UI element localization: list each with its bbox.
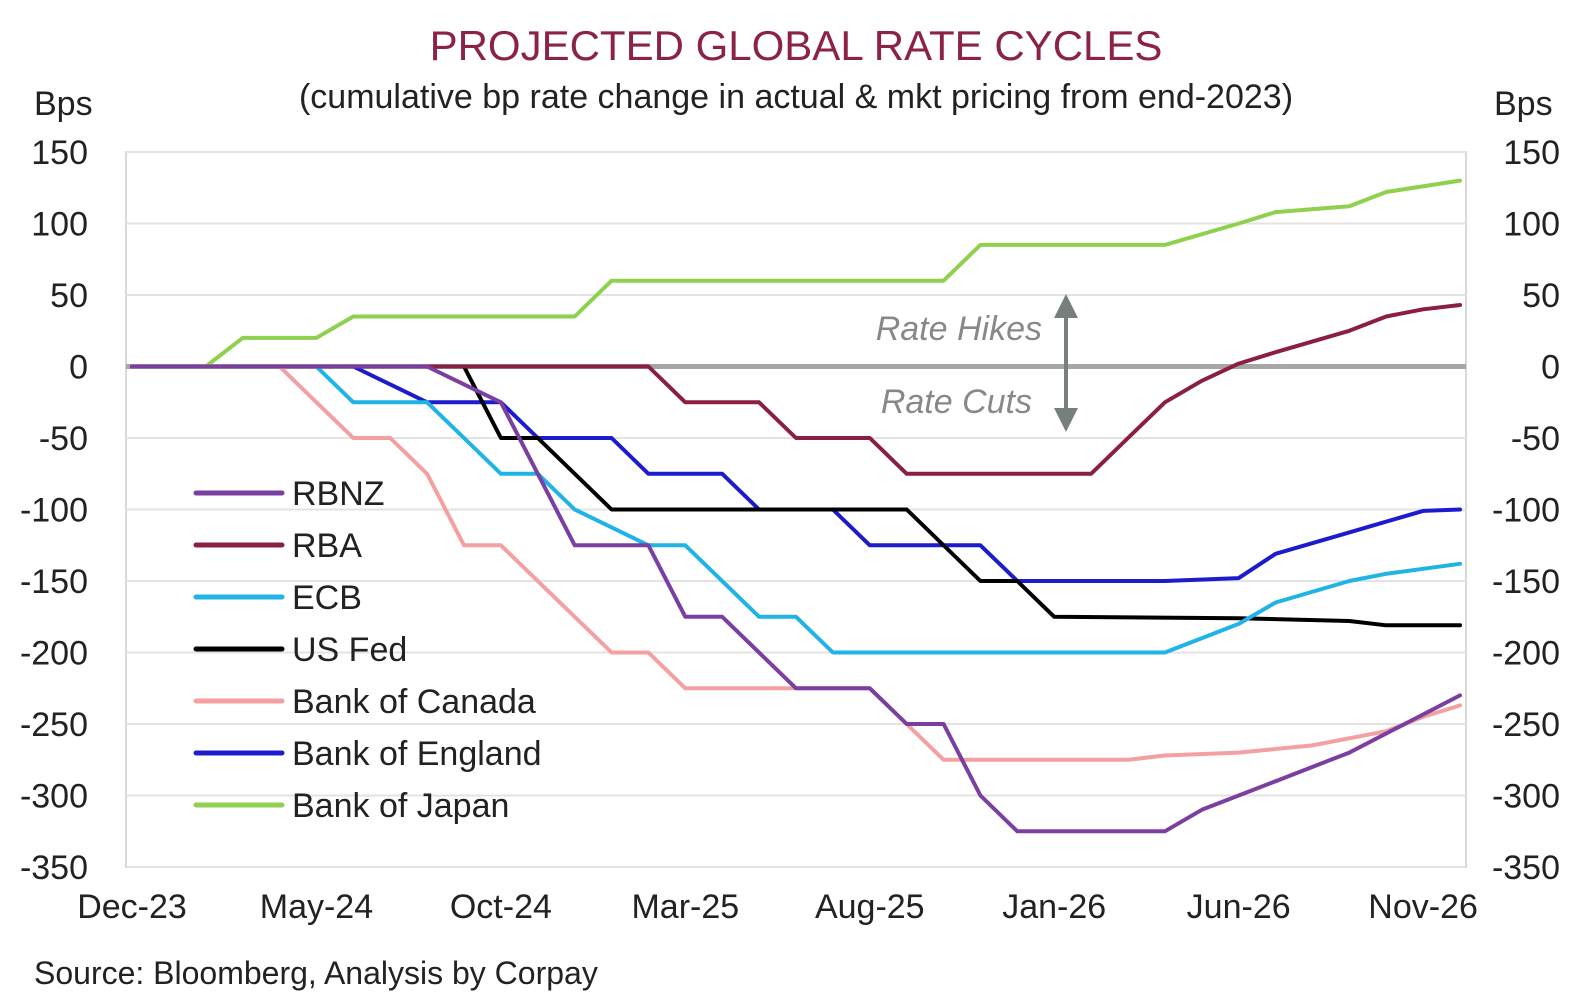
series-line-us-fed xyxy=(130,364,1462,628)
x-tick-label: May-24 xyxy=(260,888,373,926)
y-axis-label-left: Bps xyxy=(34,85,93,123)
annotation-rate-cuts: Rate Cuts xyxy=(881,383,1032,421)
y-tick-right: 150 xyxy=(1503,134,1560,172)
y-tick-right: -300 xyxy=(1492,778,1560,816)
x-tick-label: Aug-25 xyxy=(815,888,925,926)
annotation-rate-hikes: Rate Hikes xyxy=(876,310,1042,348)
y-tick-right: -50 xyxy=(1511,420,1560,458)
y-tick-left: 150 xyxy=(31,134,88,172)
y-tick-left: -50 xyxy=(39,420,88,458)
y-tick-left: 0 xyxy=(69,349,88,387)
chart-title: PROJECTED GLOBAL RATE CYCLES xyxy=(430,22,1163,69)
legend-label-bank-of-canada: Bank of Canada xyxy=(292,683,536,721)
y-tick-right: 0 xyxy=(1541,349,1560,387)
x-tick-label: Oct-24 xyxy=(450,888,552,926)
y-tick-left: 50 xyxy=(50,277,88,315)
legend-label-ecb: ECB xyxy=(292,579,362,617)
x-tick-label: Jan-26 xyxy=(1002,888,1106,926)
y-tick-right: -200 xyxy=(1492,635,1560,673)
legend-label-bank-of-japan: Bank of Japan xyxy=(292,787,509,825)
y-tick-right: -350 xyxy=(1492,849,1560,887)
legend-label-rba: RBA xyxy=(292,527,362,565)
x-tick-label: Jun-26 xyxy=(1187,888,1291,926)
y-tick-right: 50 xyxy=(1522,277,1560,315)
x-tick-label: Dec-23 xyxy=(77,888,187,926)
y-tick-right: -150 xyxy=(1492,563,1560,601)
y-tick-left: -200 xyxy=(20,635,88,673)
series-line-ecb xyxy=(130,364,1462,655)
source-note: Source: Bloomberg, Analysis by Corpay xyxy=(34,955,598,991)
annotations: Rate Hikes Rate Cuts xyxy=(876,294,1078,432)
legend-label-bank-of-england: Bank of England xyxy=(292,735,542,773)
series-line-rba xyxy=(130,303,1462,476)
y-tick-right: 100 xyxy=(1503,206,1560,244)
series-line-bank-of-japan xyxy=(130,178,1462,369)
y-axis-label-right: Bps xyxy=(1494,85,1553,123)
y-tick-left: -250 xyxy=(20,706,88,744)
x-ticks: Dec-23 May-24 Oct-24 Mar-25 Aug-25 Jan-26 Jun-… xyxy=(77,888,1478,926)
series-line-bank-of-canada xyxy=(130,364,1462,762)
series-lines xyxy=(130,178,1462,834)
legend-label-us-fed: US Fed xyxy=(292,631,407,669)
legend-label-rbnz: RBNZ xyxy=(292,475,385,513)
series-line-rbnz xyxy=(130,364,1462,834)
y-tick-right: -250 xyxy=(1492,706,1560,744)
y-tick-right: -100 xyxy=(1492,492,1560,530)
annotation-arrow-down-head xyxy=(1054,408,1078,432)
y-tick-left: 100 xyxy=(31,206,88,244)
legend: RBNZ RBA ECB US Fed Bank of Canada Bank of En… xyxy=(193,475,542,825)
y-tick-left: -300 xyxy=(20,778,88,816)
chart-subtitle: (cumulative bp rate change in actual & m… xyxy=(299,78,1293,116)
annotation-arrow-up-head xyxy=(1054,294,1078,318)
x-tick-label: Mar-25 xyxy=(631,888,739,926)
y-ticks: 150 150 100 100 50 50 0 0 -50 -50 -100 -100 -150 -150… xyxy=(20,134,1560,887)
y-tick-left: -350 xyxy=(20,849,88,887)
y-tick-left: -150 xyxy=(20,563,88,601)
y-tick-left: -100 xyxy=(20,492,88,530)
x-tick-label: Nov-26 xyxy=(1368,888,1478,926)
